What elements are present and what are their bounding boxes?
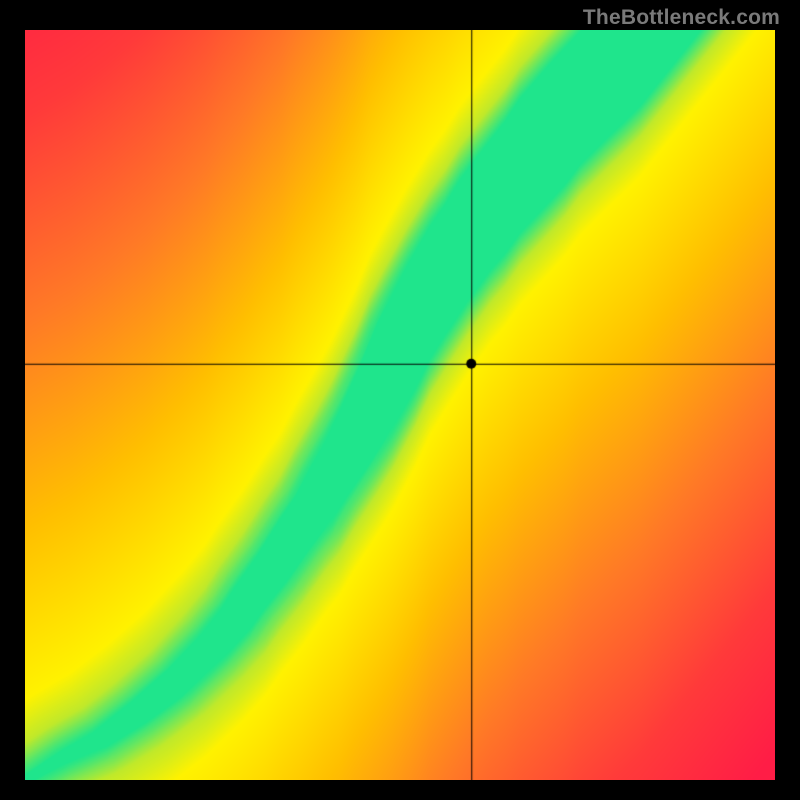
heatmap-canvas <box>25 30 775 780</box>
watermark-text: TheBottleneck.com <box>583 6 780 30</box>
chart-frame: TheBottleneck.com <box>0 0 800 800</box>
plot-area <box>25 30 775 780</box>
